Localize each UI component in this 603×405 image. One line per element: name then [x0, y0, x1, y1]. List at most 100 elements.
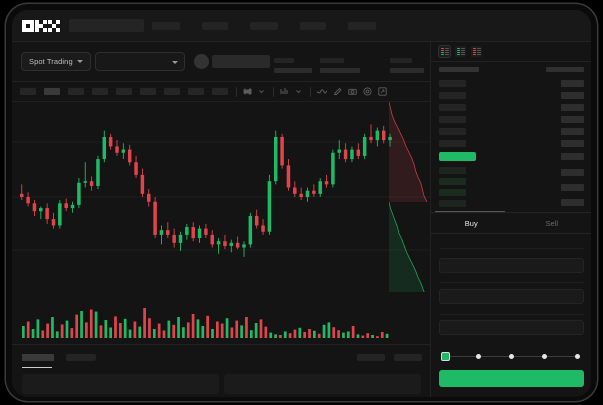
timeframe-1w[interactable]: [164, 88, 180, 95]
orderbook-mode-bids[interactable]: [455, 46, 466, 57]
market-type-label: Spot Trading: [29, 57, 73, 66]
orderbook-mid-amount: [561, 153, 584, 160]
orderbook-ask-amount: [561, 140, 584, 147]
trading-pair-select[interactable]: [95, 52, 185, 71]
orderbook-ask-amount: [561, 116, 584, 123]
orders-placeholder-left: [22, 374, 219, 394]
tab-order-history[interactable]: [66, 354, 96, 361]
stat-24h-high: [320, 58, 360, 73]
active-tab-underline: [22, 367, 52, 369]
orderbook-ask-row[interactable]: [439, 128, 466, 135]
orderbook-scrollbar[interactable]: [435, 210, 505, 212]
indicator-icon[interactable]: [280, 87, 289, 96]
okx-logo[interactable]: [22, 20, 60, 32]
orderbook-bid-amount: [561, 184, 584, 191]
nav-item-3[interactable]: [250, 22, 278, 30]
tab-buy-label: Buy: [464, 218, 478, 228]
orderbook-bid-row[interactable]: [439, 200, 466, 207]
orderbook-header: [431, 42, 591, 62]
timeframe-4h[interactable]: [116, 88, 132, 95]
submit-buy-button[interactable]: [439, 370, 584, 387]
settings-icon[interactable]: [363, 87, 372, 96]
orderbook-bid-row[interactable]: [439, 189, 466, 196]
orderbook-ask-amount: [561, 92, 584, 99]
timeframe-1mo[interactable]: [188, 88, 204, 95]
amount-percent-slider[interactable]: [441, 352, 582, 361]
orderbook-col-price: [439, 67, 479, 72]
timeframe-more[interactable]: [212, 88, 228, 95]
coin-avatar: [194, 54, 209, 69]
slider-stop-100[interactable]: [575, 353, 580, 359]
orderbook-bid-row[interactable]: [439, 167, 466, 174]
orders-action-2[interactable]: [394, 354, 422, 361]
amount-input[interactable]: [439, 320, 584, 335]
stat-24h-low: [390, 58, 424, 73]
orderbook-mode-asks[interactable]: [471, 46, 482, 57]
slider-stop-25[interactable]: [476, 353, 481, 359]
app-header: [12, 10, 591, 42]
orderbook-ask-amount: [561, 80, 584, 87]
orderbook-ask-row[interactable]: [439, 116, 466, 123]
toolbar-divider: [310, 86, 311, 97]
chevron-down-icon[interactable]: [295, 88, 302, 95]
tab-buy[interactable]: Buy: [431, 213, 512, 233]
pencil-icon[interactable]: [333, 87, 342, 96]
candlestick-chart-icon[interactable]: [243, 87, 252, 96]
order-type-select[interactable]: [439, 258, 584, 273]
search-input[interactable]: [69, 19, 144, 32]
timeframe-5m[interactable]: [44, 88, 60, 95]
tab-sell-label: Sell: [545, 218, 558, 228]
market-type-dropdown[interactable]: Spot Trading: [21, 52, 91, 71]
orderbook[interactable]: [431, 62, 591, 212]
orderbook-bid-row[interactable]: [439, 178, 466, 185]
orderbook-bid-amount: [561, 169, 584, 176]
candlestick-chart[interactable]: [12, 102, 430, 292]
orders-action-1[interactable]: [357, 354, 385, 361]
toolbar-divider: [236, 86, 237, 97]
orderbook-mode-both[interactable]: [438, 45, 451, 58]
chevron-down-icon: [76, 60, 83, 63]
orderbook-ask-row[interactable]: [439, 80, 466, 87]
trade-form: [431, 234, 591, 397]
toolbar-divider: [273, 86, 274, 97]
buy-sell-tabs: Buy Sell: [431, 212, 591, 234]
orderbook-mid-price: [439, 152, 476, 161]
slider-stop-50[interactable]: [509, 353, 514, 359]
right-column: Buy Sell: [430, 42, 591, 397]
chevron-down-icon[interactable]: [258, 88, 265, 95]
slider-stop-75[interactable]: [542, 353, 547, 359]
camera-icon[interactable]: [348, 87, 357, 96]
header-nav: [152, 22, 376, 30]
volume-histogram: [12, 292, 430, 344]
orderbook-col-amount: [546, 67, 584, 72]
timeframe-15m[interactable]: [68, 88, 84, 95]
orderbook-ask-amount: [561, 128, 584, 135]
orderbook-ask-row[interactable]: [439, 140, 466, 147]
orderbook-bid-amount: [561, 199, 584, 206]
orderbook-ask-row[interactable]: [439, 104, 466, 111]
market-depth-overlay: [389, 102, 430, 302]
price-input[interactable]: [439, 289, 584, 304]
timeframe-1d[interactable]: [140, 88, 156, 95]
orderbook-ask-amount: [561, 104, 584, 111]
nav-item-2[interactable]: [202, 22, 228, 30]
nav-item-4[interactable]: [300, 22, 326, 30]
orderbook-ask-row[interactable]: [439, 92, 466, 99]
last-price: [212, 55, 270, 68]
tab-open-orders[interactable]: [22, 354, 54, 361]
timeframe-1h[interactable]: [92, 88, 108, 95]
orders-panel: [12, 344, 430, 397]
slider-handle[interactable]: [441, 352, 450, 361]
fullscreen-icon[interactable]: [378, 87, 387, 96]
tab-sell[interactable]: Sell: [512, 213, 592, 233]
stat-24h-change: [274, 58, 312, 73]
chevron-down-icon: [172, 60, 178, 64]
nav-item-5[interactable]: [348, 22, 376, 30]
timeframe-1m[interactable]: [20, 88, 36, 95]
app-screen: Spot Trading: [12, 10, 591, 397]
orders-placeholder-right: [224, 374, 421, 394]
line-chart-icon[interactable]: [317, 88, 327, 96]
nav-item-1[interactable]: [152, 22, 180, 30]
chart-toolbar: [12, 82, 430, 102]
